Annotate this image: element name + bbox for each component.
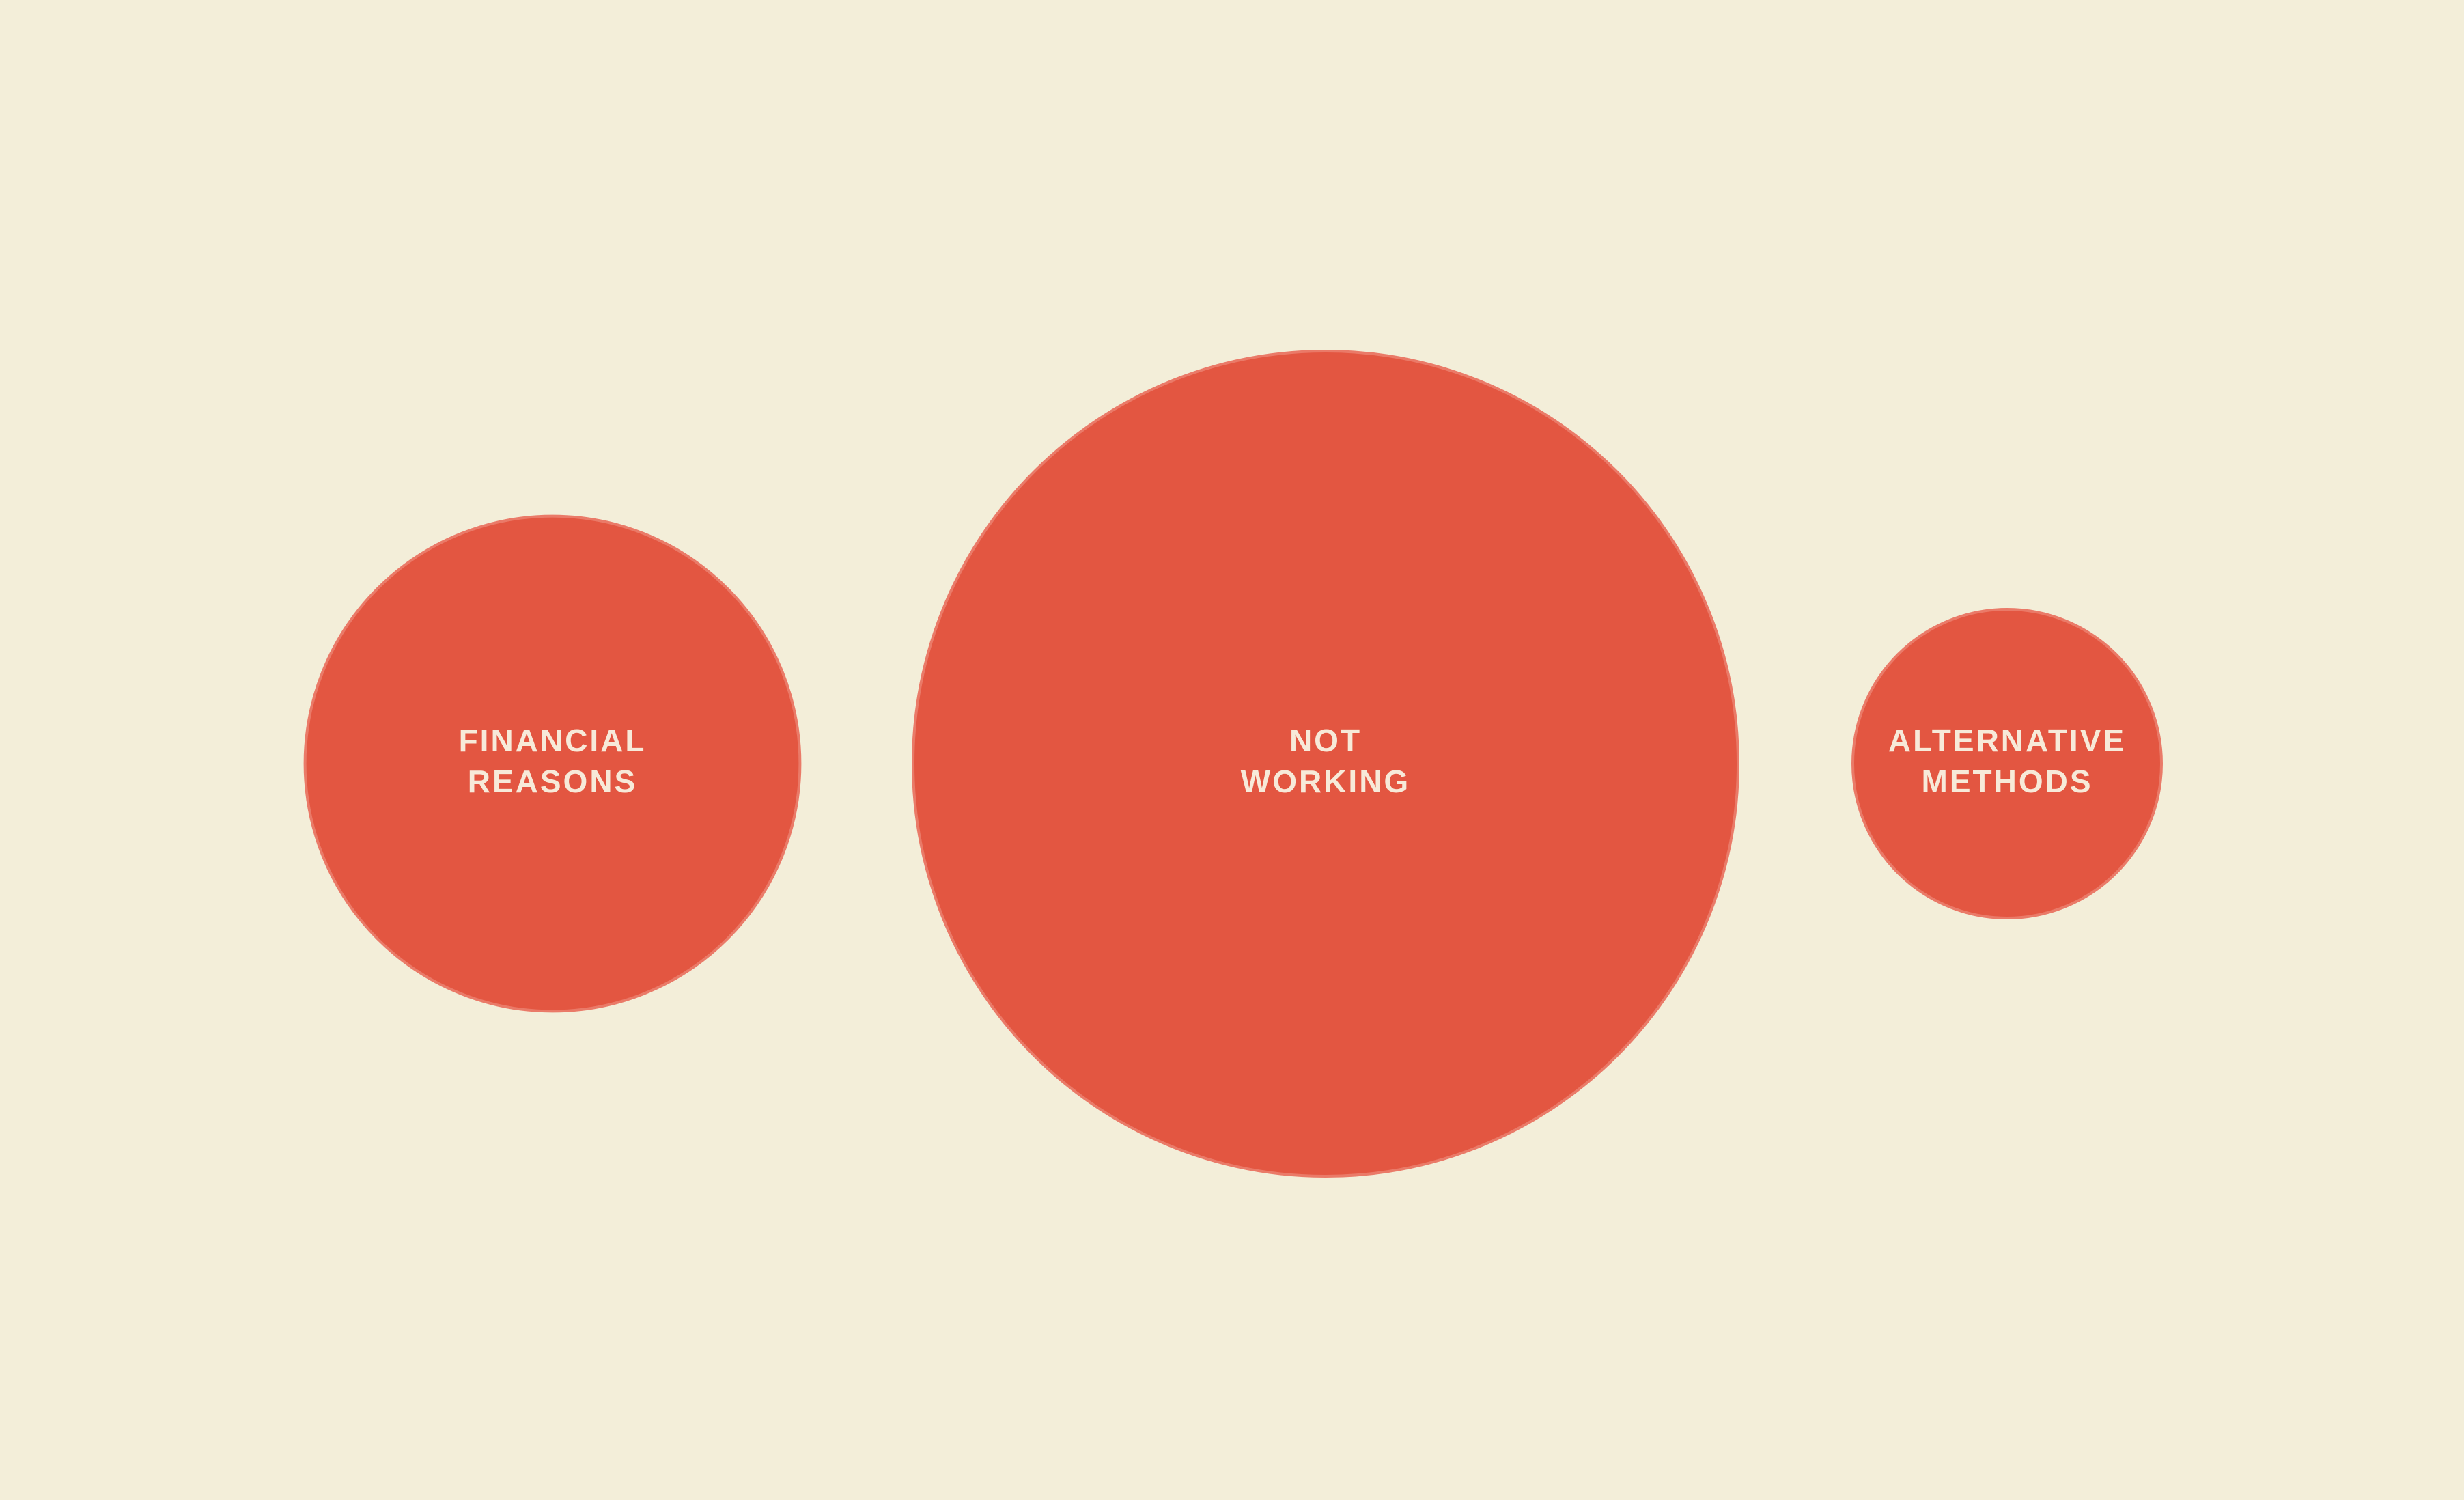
bubble-financial-reasons: FINANCIAL REASONS	[303, 514, 802, 1013]
bubble-label-financial-reasons-line-1: FINANCIAL	[459, 723, 647, 758]
bubble-not-working: NOT WORKING	[912, 350, 1739, 1178]
bubble-label-financial-reasons-line-2: REASONS	[468, 764, 637, 799]
bubble-label-alternative-methods-line-2: METHODS	[1922, 764, 2093, 799]
bubble-label-not-working-line-2: WORKING	[1241, 764, 1410, 799]
bubble-label-alternative-methods-line-1: ALTERNATIVE	[1888, 723, 2126, 758]
bubbles-layer: FINANCIAL REASONS NOT WORKING ALTERNATIVE MET…	[303, 350, 2163, 1178]
bubble-circle-financial-reasons	[303, 514, 802, 1013]
bubble-label-not-working-line-1: NOT	[1289, 723, 1362, 758]
bubble-circle-not-working	[912, 350, 1739, 1178]
bubble-alternative-methods: ALTERNATIVE METHODS	[1851, 608, 2163, 919]
bubble-circle-alternative-methods	[1851, 608, 2163, 919]
